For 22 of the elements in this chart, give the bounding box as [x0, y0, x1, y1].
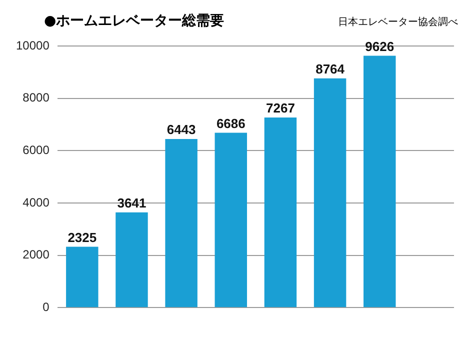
data-label: 7267	[266, 100, 295, 116]
data-label: 9626	[365, 38, 394, 54]
y-tick-label: 2000	[22, 248, 50, 262]
bar	[66, 246, 98, 308]
data-label: 6686	[216, 116, 246, 131]
data-label: 2325	[68, 230, 97, 245]
data-label: 8764	[316, 61, 346, 76]
y-tick-label: 0	[42, 300, 50, 314]
y-tick-label: 6000	[22, 142, 50, 157]
bar	[364, 56, 396, 308]
data-label: 3641	[117, 195, 146, 210]
y-tick-label: 4000	[22, 195, 50, 210]
y-tick-label: 10000	[16, 38, 50, 52]
chart-title: ●ホームエレベーター総需要	[44, 12, 224, 30]
text: 日本エレベーター協会調べ	[338, 16, 458, 29]
bar	[214, 132, 248, 308]
bar	[165, 139, 198, 308]
bar	[314, 78, 346, 308]
y-tick-label: 8000	[22, 90, 50, 105]
bar	[116, 212, 148, 308]
bar	[264, 117, 297, 308]
data-label: 6443	[166, 122, 196, 138]
